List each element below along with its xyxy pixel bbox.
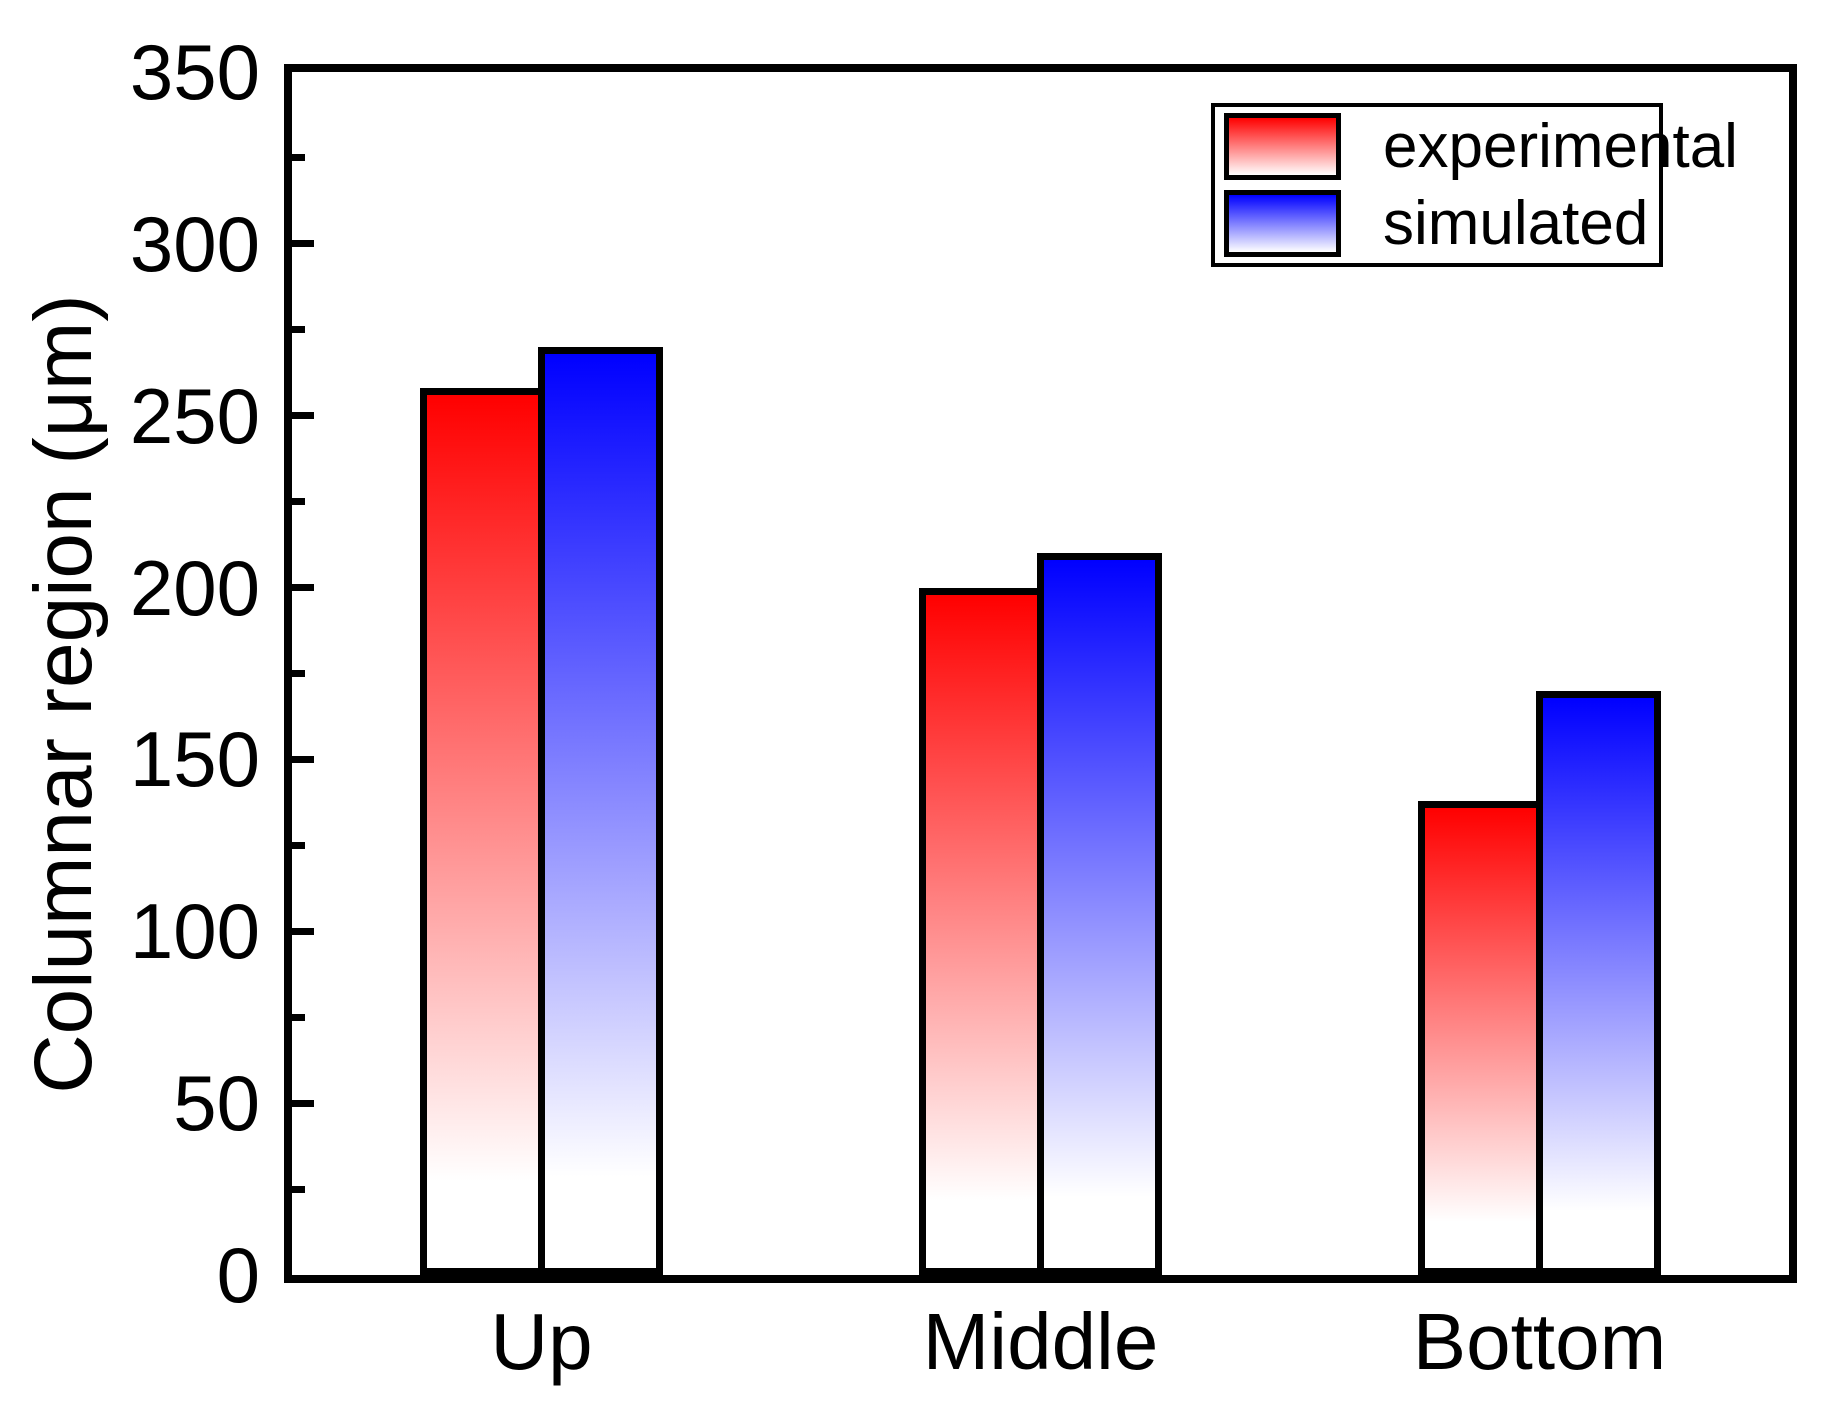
y-tick-label: 150 [129,715,260,804]
y-tick-label: 350 [129,28,260,116]
bar-experimental-middle [919,588,1044,1275]
legend-label-simulated: simulated [1383,188,1649,258]
legend-row-experimental: experimental [1224,113,1738,180]
y-minor-tick [292,1185,305,1193]
y-tick-label: 50 [173,1059,260,1148]
y-major-tick [292,240,314,248]
bar-experimental-up [420,388,545,1275]
y-major-tick [292,927,314,935]
legend-swatch-experimental [1224,113,1341,180]
y-tick-label: 250 [129,371,260,460]
x-category-label-bottom: Bottom [1412,1297,1667,1386]
y-major-tick [292,584,314,592]
y-minor-tick [292,841,305,849]
legend-label-experimental: experimental [1383,111,1738,181]
legend: experimental simulated [1211,103,1738,267]
plot-area [284,64,1797,1283]
y-major-tick [292,1099,314,1107]
y-minor-tick [292,326,305,334]
y-tick-label: 0 [216,1231,260,1319]
y-major-tick [292,412,314,420]
legend-swatch-simulated [1224,190,1341,257]
y-minor-tick [292,498,305,506]
bar-simulated-bottom [1536,691,1661,1275]
y-minor-tick [292,1013,305,1021]
bar-simulated-up [538,347,663,1275]
x-category-label-up: Up [490,1297,593,1386]
bar-experimental-bottom [1418,801,1543,1275]
y-tick-label: 200 [129,543,260,632]
y-tick-label: 300 [129,199,260,288]
x-category-label-middle: Middle [922,1297,1159,1386]
y-minor-tick [292,154,305,162]
y-minor-tick [292,670,305,677]
y-major-tick [292,755,314,763]
legend-row-simulated: simulated [1224,190,1659,257]
bar-simulated-middle [1037,553,1162,1275]
legend-items: experimental simulated [1224,113,1738,257]
y-tick-label: 100 [129,887,260,976]
